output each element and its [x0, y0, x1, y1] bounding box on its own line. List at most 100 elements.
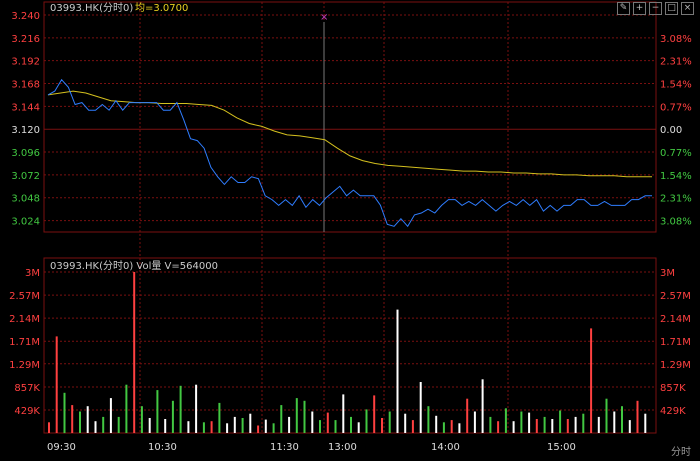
- volume-bar: [644, 413, 647, 433]
- volume-tick-label: 857K: [14, 383, 40, 394]
- volume-bar: [63, 392, 66, 434]
- time-tick-label: 14:00: [431, 442, 460, 453]
- volume-bar: [148, 418, 151, 433]
- volume-bar: [125, 384, 128, 433]
- average-price-line: [47, 90, 652, 178]
- price-tick-label: 3.216: [11, 34, 40, 45]
- percent-tick-label: 3.08%: [660, 217, 692, 228]
- timeframe-label[interactable]: 分时: [671, 446, 691, 458]
- volume-bar: [419, 382, 422, 433]
- volume-bar: [288, 416, 291, 433]
- volume-bar: [280, 405, 283, 433]
- volume-bar: [48, 422, 50, 433]
- volume-bar: [404, 413, 407, 433]
- volume-bar: [187, 421, 190, 433]
- volume-bar: [435, 415, 438, 433]
- symbol-label: 03993.HK(分时0): [50, 2, 133, 14]
- volume-bar: [512, 421, 515, 433]
- volume-bar: [156, 390, 159, 433]
- volume-tick-label: 1.29M: [9, 360, 40, 371]
- volume-bar: [350, 416, 352, 433]
- volume-bar: [504, 408, 507, 433]
- volume-bar: [342, 394, 345, 433]
- volume-bar: [171, 400, 174, 433]
- volume-bar: [396, 309, 399, 433]
- volume-tick-label: 3M: [25, 268, 40, 279]
- price-line: [47, 78, 652, 228]
- time-tick-label: 15:00: [547, 442, 576, 453]
- volume-bar: [140, 406, 143, 433]
- volume-bar: [195, 384, 198, 433]
- percent-axis: 3.08% 2.31% 1.54% 0.77% 0.00 0.77% 1.54% 2.31% 3…: [660, 34, 692, 228]
- time-axis: 09:30 10:30 11:30 13:00 14:00 15:00: [47, 442, 576, 453]
- volume-bar: [55, 336, 58, 433]
- price-tick-label: 3.120: [11, 125, 40, 136]
- volume-bar: [133, 272, 136, 433]
- percent-tick-label: 0.77%: [660, 102, 692, 113]
- volume-bar: [319, 420, 321, 433]
- volume-bar: [357, 422, 360, 433]
- volume-bar: [311, 411, 314, 433]
- volume-bar: [334, 420, 337, 433]
- volume-bar: [303, 400, 306, 433]
- volume-bar: [71, 405, 74, 433]
- close-icon[interactable]: ×: [681, 2, 694, 15]
- edit-icon[interactable]: ✎: [617, 2, 630, 15]
- plus-icon[interactable]: +: [633, 2, 646, 15]
- time-tick-label: 10:30: [148, 442, 177, 453]
- price-panel-frame: [43, 1, 657, 233]
- price-tick-label: 3.096: [11, 148, 40, 159]
- volume-bar: [411, 420, 414, 433]
- volume-bar: [218, 402, 221, 433]
- window-toolbar: ✎ + − □ ×: [617, 2, 694, 15]
- percent-tick-label: 1.54%: [660, 80, 692, 91]
- volume-label: 03993.HK(分时0) Vol量 V=564000: [50, 260, 218, 272]
- time-tick-label: 13:00: [328, 442, 357, 453]
- volume-bar: [264, 419, 267, 433]
- price-tick-label: 3.048: [11, 194, 40, 205]
- volume-bar: [79, 411, 81, 433]
- price-tick-label: 3.168: [11, 80, 40, 91]
- volume-bar: [117, 416, 120, 433]
- volume-tick-label: 1.71M: [9, 337, 40, 348]
- cursor-marker: ×: [320, 12, 328, 23]
- volume-bar: [590, 328, 593, 433]
- percent-tick-label: 0.77%: [660, 148, 692, 159]
- volume-bar: [489, 416, 492, 433]
- volume-tick-label: 2.57M: [660, 291, 691, 302]
- volume-bar: [373, 395, 376, 433]
- volume-bar: [613, 411, 616, 433]
- volume-tick-label: 1.29M: [660, 360, 691, 371]
- restore-icon[interactable]: □: [665, 2, 678, 15]
- volume-bar: [551, 419, 554, 433]
- volume-bar: [365, 409, 368, 433]
- volume-tick-label: 429K: [14, 406, 40, 417]
- volume-bars: [48, 272, 647, 434]
- volume-bar: [597, 416, 600, 433]
- volume-tick-label: 2.14M: [9, 314, 40, 325]
- volume-tick-label: 429K: [660, 406, 686, 417]
- volume-bar: [226, 423, 229, 433]
- volume-bar: [458, 423, 461, 433]
- volume-bar: [109, 398, 112, 433]
- volume-bar: [257, 425, 260, 433]
- percent-tick-label: 3.08%: [660, 34, 692, 45]
- volume-bar: [164, 419, 167, 433]
- volume-bar: [442, 422, 445, 433]
- volume-tick-label: 2.57M: [9, 291, 40, 302]
- volume-bar: [582, 413, 585, 433]
- volume-bar: [566, 419, 569, 433]
- volume-bar: [466, 398, 469, 433]
- volume-bar: [559, 410, 562, 433]
- price-tick-label: 3.144: [11, 102, 40, 113]
- percent-tick-label: 2.31%: [660, 57, 692, 68]
- volume-bar: [272, 423, 275, 433]
- time-tick-label: 11:30: [270, 442, 299, 453]
- volume-bar: [574, 416, 577, 433]
- minus-icon[interactable]: −: [649, 2, 662, 15]
- percent-tick-label: 1.54%: [660, 171, 692, 182]
- volume-bar: [605, 398, 608, 433]
- volume-panel-frame: [43, 257, 657, 434]
- percent-tick-label: 2.31%: [660, 194, 692, 205]
